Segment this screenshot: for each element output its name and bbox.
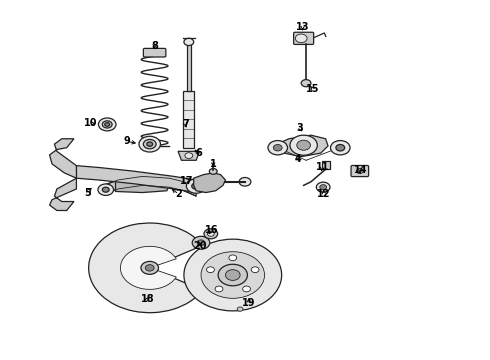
Circle shape [268, 140, 288, 155]
Polygon shape [194, 173, 225, 193]
Circle shape [185, 153, 193, 158]
Text: 13: 13 [296, 22, 309, 32]
Text: 5: 5 [84, 188, 91, 198]
Circle shape [301, 80, 311, 87]
Text: 2: 2 [175, 189, 182, 199]
Text: 4: 4 [294, 154, 301, 164]
Circle shape [297, 140, 311, 150]
Circle shape [215, 286, 223, 292]
Text: 10: 10 [84, 118, 98, 128]
Circle shape [184, 239, 282, 311]
Text: 20: 20 [193, 241, 207, 251]
FancyBboxPatch shape [144, 48, 166, 57]
Circle shape [331, 140, 350, 155]
Circle shape [141, 261, 159, 274]
Polygon shape [49, 178, 76, 211]
FancyBboxPatch shape [322, 161, 330, 169]
Circle shape [229, 255, 237, 261]
Text: 18: 18 [141, 294, 154, 304]
Circle shape [201, 252, 265, 298]
Text: 16: 16 [205, 225, 219, 235]
Text: 14: 14 [354, 165, 367, 175]
Circle shape [192, 183, 200, 189]
Circle shape [98, 118, 116, 131]
Polygon shape [178, 151, 199, 160]
Circle shape [356, 168, 363, 174]
Circle shape [207, 267, 215, 273]
Text: 17: 17 [180, 176, 193, 186]
Circle shape [98, 184, 114, 195]
Polygon shape [76, 166, 196, 193]
Circle shape [146, 265, 154, 271]
Wedge shape [89, 223, 202, 313]
Circle shape [320, 185, 327, 190]
Circle shape [290, 135, 318, 155]
Polygon shape [116, 176, 172, 193]
Circle shape [251, 267, 259, 273]
Circle shape [144, 139, 156, 149]
Circle shape [102, 187, 109, 192]
Polygon shape [49, 139, 76, 178]
Circle shape [204, 229, 218, 239]
FancyBboxPatch shape [183, 91, 194, 148]
FancyBboxPatch shape [294, 32, 314, 44]
Text: 1: 1 [210, 159, 217, 169]
Text: 19: 19 [242, 298, 256, 308]
Text: 9: 9 [123, 136, 130, 146]
Circle shape [139, 136, 160, 152]
Circle shape [186, 179, 206, 193]
Polygon shape [277, 135, 328, 157]
Circle shape [225, 270, 240, 280]
FancyBboxPatch shape [187, 39, 191, 91]
Wedge shape [121, 246, 176, 289]
Circle shape [209, 168, 217, 174]
Text: 7: 7 [182, 120, 189, 129]
Circle shape [105, 123, 110, 126]
Text: 3: 3 [297, 123, 304, 133]
Circle shape [273, 144, 282, 151]
Circle shape [295, 34, 307, 42]
Text: 8: 8 [151, 41, 158, 50]
Circle shape [239, 177, 251, 186]
Text: 6: 6 [195, 148, 202, 158]
Circle shape [192, 236, 210, 249]
Circle shape [197, 240, 205, 246]
Circle shape [237, 307, 243, 311]
Circle shape [207, 231, 214, 236]
Polygon shape [103, 176, 196, 196]
Circle shape [218, 264, 247, 286]
Circle shape [102, 121, 112, 128]
Circle shape [184, 39, 194, 45]
FancyBboxPatch shape [351, 166, 368, 177]
Circle shape [317, 182, 330, 192]
Text: 12: 12 [318, 189, 331, 199]
Circle shape [336, 144, 344, 151]
Text: 11: 11 [316, 162, 329, 172]
Text: 15: 15 [306, 84, 319, 94]
Circle shape [147, 142, 153, 146]
Circle shape [243, 286, 250, 292]
